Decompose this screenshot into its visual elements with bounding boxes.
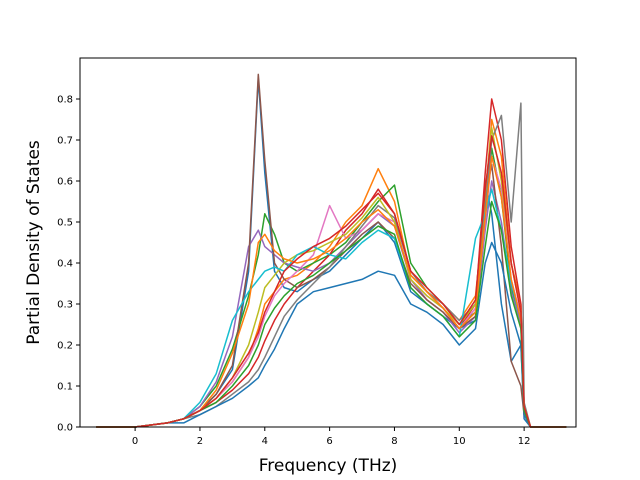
x-tick-label: 4 [262,436,268,447]
y-tick-label: 0.0 [57,423,73,434]
x-tick-label: 6 [326,436,332,447]
y-tick-label: 0.1 [57,382,73,393]
y-axis-ticks: 0.0 0.1 0.2 0.3 0.4 0.5 0.6 0.7 0.8 [57,95,80,434]
y-tick-label: 0.6 [57,177,73,188]
y-tick-label: 0.3 [57,300,73,311]
pdos-series-line-13 [96,200,567,428]
y-tick-label: 0.7 [57,136,73,147]
x-tick-label: 8 [391,436,397,447]
x-tick-label: 2 [197,436,203,447]
y-tick-label: 0.2 [57,341,73,352]
plot-frame [79,57,577,428]
pdos-series-line-10 [96,188,567,428]
x-tick-label: 0 [132,436,138,447]
y-tick-label: 0.4 [57,259,73,270]
pdos-series-line-6 [96,73,567,428]
y-tick-label: 0.5 [57,218,73,229]
x-axis-ticks: 0 2 4 6 8 10 12 [132,427,531,447]
pdos-series-line-12 [96,155,567,428]
x-axis-label: Frequency (THz) [259,456,398,476]
x-tick-label: 10 [453,436,466,447]
pdos-series-line-14 [96,135,567,428]
plot-lines [96,73,567,428]
y-tick-label: 0.8 [57,95,73,106]
pdos-series-line-5 [96,180,567,428]
y-axis-label: Partial Density of States [24,140,44,345]
pdos-series-line-11 [96,241,567,428]
x-tick-label: 12 [518,436,531,447]
